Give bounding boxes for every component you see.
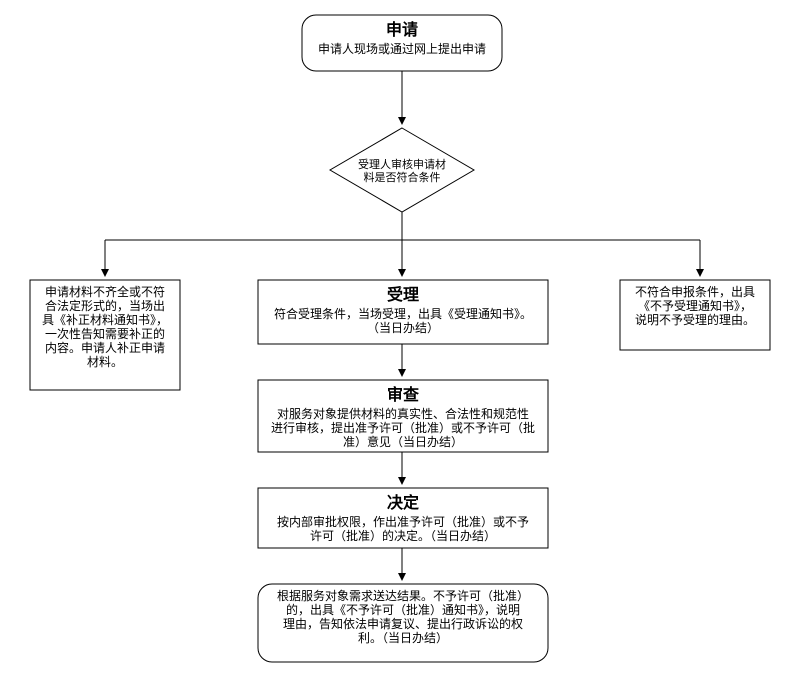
svg-text:的，出具《不予许可（批准）通知书》，说明: 的，出具《不予许可（批准）通知书》，说明 xyxy=(286,602,520,617)
svg-text:料是否符合条件: 料是否符合条件 xyxy=(364,170,441,184)
node-decide: 决定按内部审批权限，作出准予许可（批准）或不予许可（批准）的决定。（当日办结） xyxy=(258,488,548,548)
svg-text:说明不予受理的理由。: 说明不予受理的理由。 xyxy=(635,312,755,327)
svg-text:申请: 申请 xyxy=(386,20,418,39)
node-right: 不符合申报条件，出具《不予受理通知书》，说明不予受理的理由。 xyxy=(620,280,770,350)
svg-text:准）意见（当日办结）: 准）意见（当日办结） xyxy=(343,434,463,449)
svg-text:申请人现场或通过网上提出申请: 申请人现场或通过网上提出申请 xyxy=(318,41,486,56)
svg-text:具《补正材料通知书》，: 具《补正材料通知书》， xyxy=(42,313,168,327)
svg-text:利。（当日办结）: 利。（当日办结） xyxy=(358,630,448,645)
svg-text:合法定形式的，当场出: 合法定形式的，当场出 xyxy=(45,298,165,313)
svg-text:受理: 受理 xyxy=(387,285,419,304)
svg-text:审查: 审查 xyxy=(387,385,419,404)
svg-text:受理人审核申请材: 受理人审核申请材 xyxy=(358,157,446,171)
svg-text:《不予受理通知书》，: 《不予受理通知书》， xyxy=(638,299,752,313)
node-accept: 受理符合受理条件，当场受理，出具《受理通知书》。（当日办结） xyxy=(258,280,548,344)
svg-text:对服务对象提供材料的真实性、合法性和规范性: 对服务对象提供材料的真实性、合法性和规范性 xyxy=(277,406,529,421)
svg-text:申请材料不齐全或不符: 申请材料不齐全或不符 xyxy=(45,284,165,299)
svg-text:不符合申报条件，出具: 不符合申报条件，出具 xyxy=(635,284,755,299)
svg-text:（当日办结）: （当日办结） xyxy=(367,320,439,335)
node-result: 根据服务对象需求送达结果。不予许可（批准）的，出具《不予许可（批准）通知书》，说… xyxy=(258,584,548,662)
svg-text:根据服务对象需求送达结果。不予许可（批准）: 根据服务对象需求送达结果。不予许可（批准） xyxy=(277,588,529,603)
node-review: 审查对服务对象提供材料的真实性、合法性和规范性进行审核，提出准予许可（批准）或不… xyxy=(258,380,548,452)
svg-text:按内部审批权限，作出准予许可（批准）或不予: 按内部审批权限，作出准予许可（批准）或不予 xyxy=(277,514,529,529)
nodes-layer: 申请申请人现场或通过网上提出申请受理人审核申请材料是否符合条件申请材料不齐全或不… xyxy=(30,15,770,662)
svg-text:决定: 决定 xyxy=(387,493,419,512)
svg-text:材料。: 材料。 xyxy=(87,355,123,369)
svg-text:一次性告知需要补正的: 一次性告知需要补正的 xyxy=(45,326,165,341)
svg-text:符合受理条件，当场受理，出具《受理通知书》。: 符合受理条件，当场受理，出具《受理通知书》。 xyxy=(274,306,532,321)
node-apply: 申请申请人现场或通过网上提出申请 xyxy=(302,15,502,71)
svg-text:进行审核，提出准予许可（批准）或不予许可（批: 进行审核，提出准予许可（批准）或不予许可（批 xyxy=(271,420,535,435)
svg-text:许可（批准）的决定。（当日办结）: 许可（批准）的决定。（当日办结） xyxy=(310,528,496,543)
node-left: 申请材料不齐全或不符合法定形式的，当场出具《补正材料通知书》，一次性告知需要补正… xyxy=(30,280,180,390)
svg-text:理由，告知依法申请复议、提出行政诉讼的权: 理由，告知依法申请复议、提出行政诉讼的权 xyxy=(283,616,523,631)
svg-text:内容。申请人补正申请: 内容。申请人补正申请 xyxy=(45,340,165,355)
node-decision: 受理人审核申请材料是否符合条件 xyxy=(330,128,474,212)
flowchart-canvas: 申请申请人现场或通过网上提出申请受理人审核申请材料是否符合条件申请材料不齐全或不… xyxy=(0,0,800,681)
